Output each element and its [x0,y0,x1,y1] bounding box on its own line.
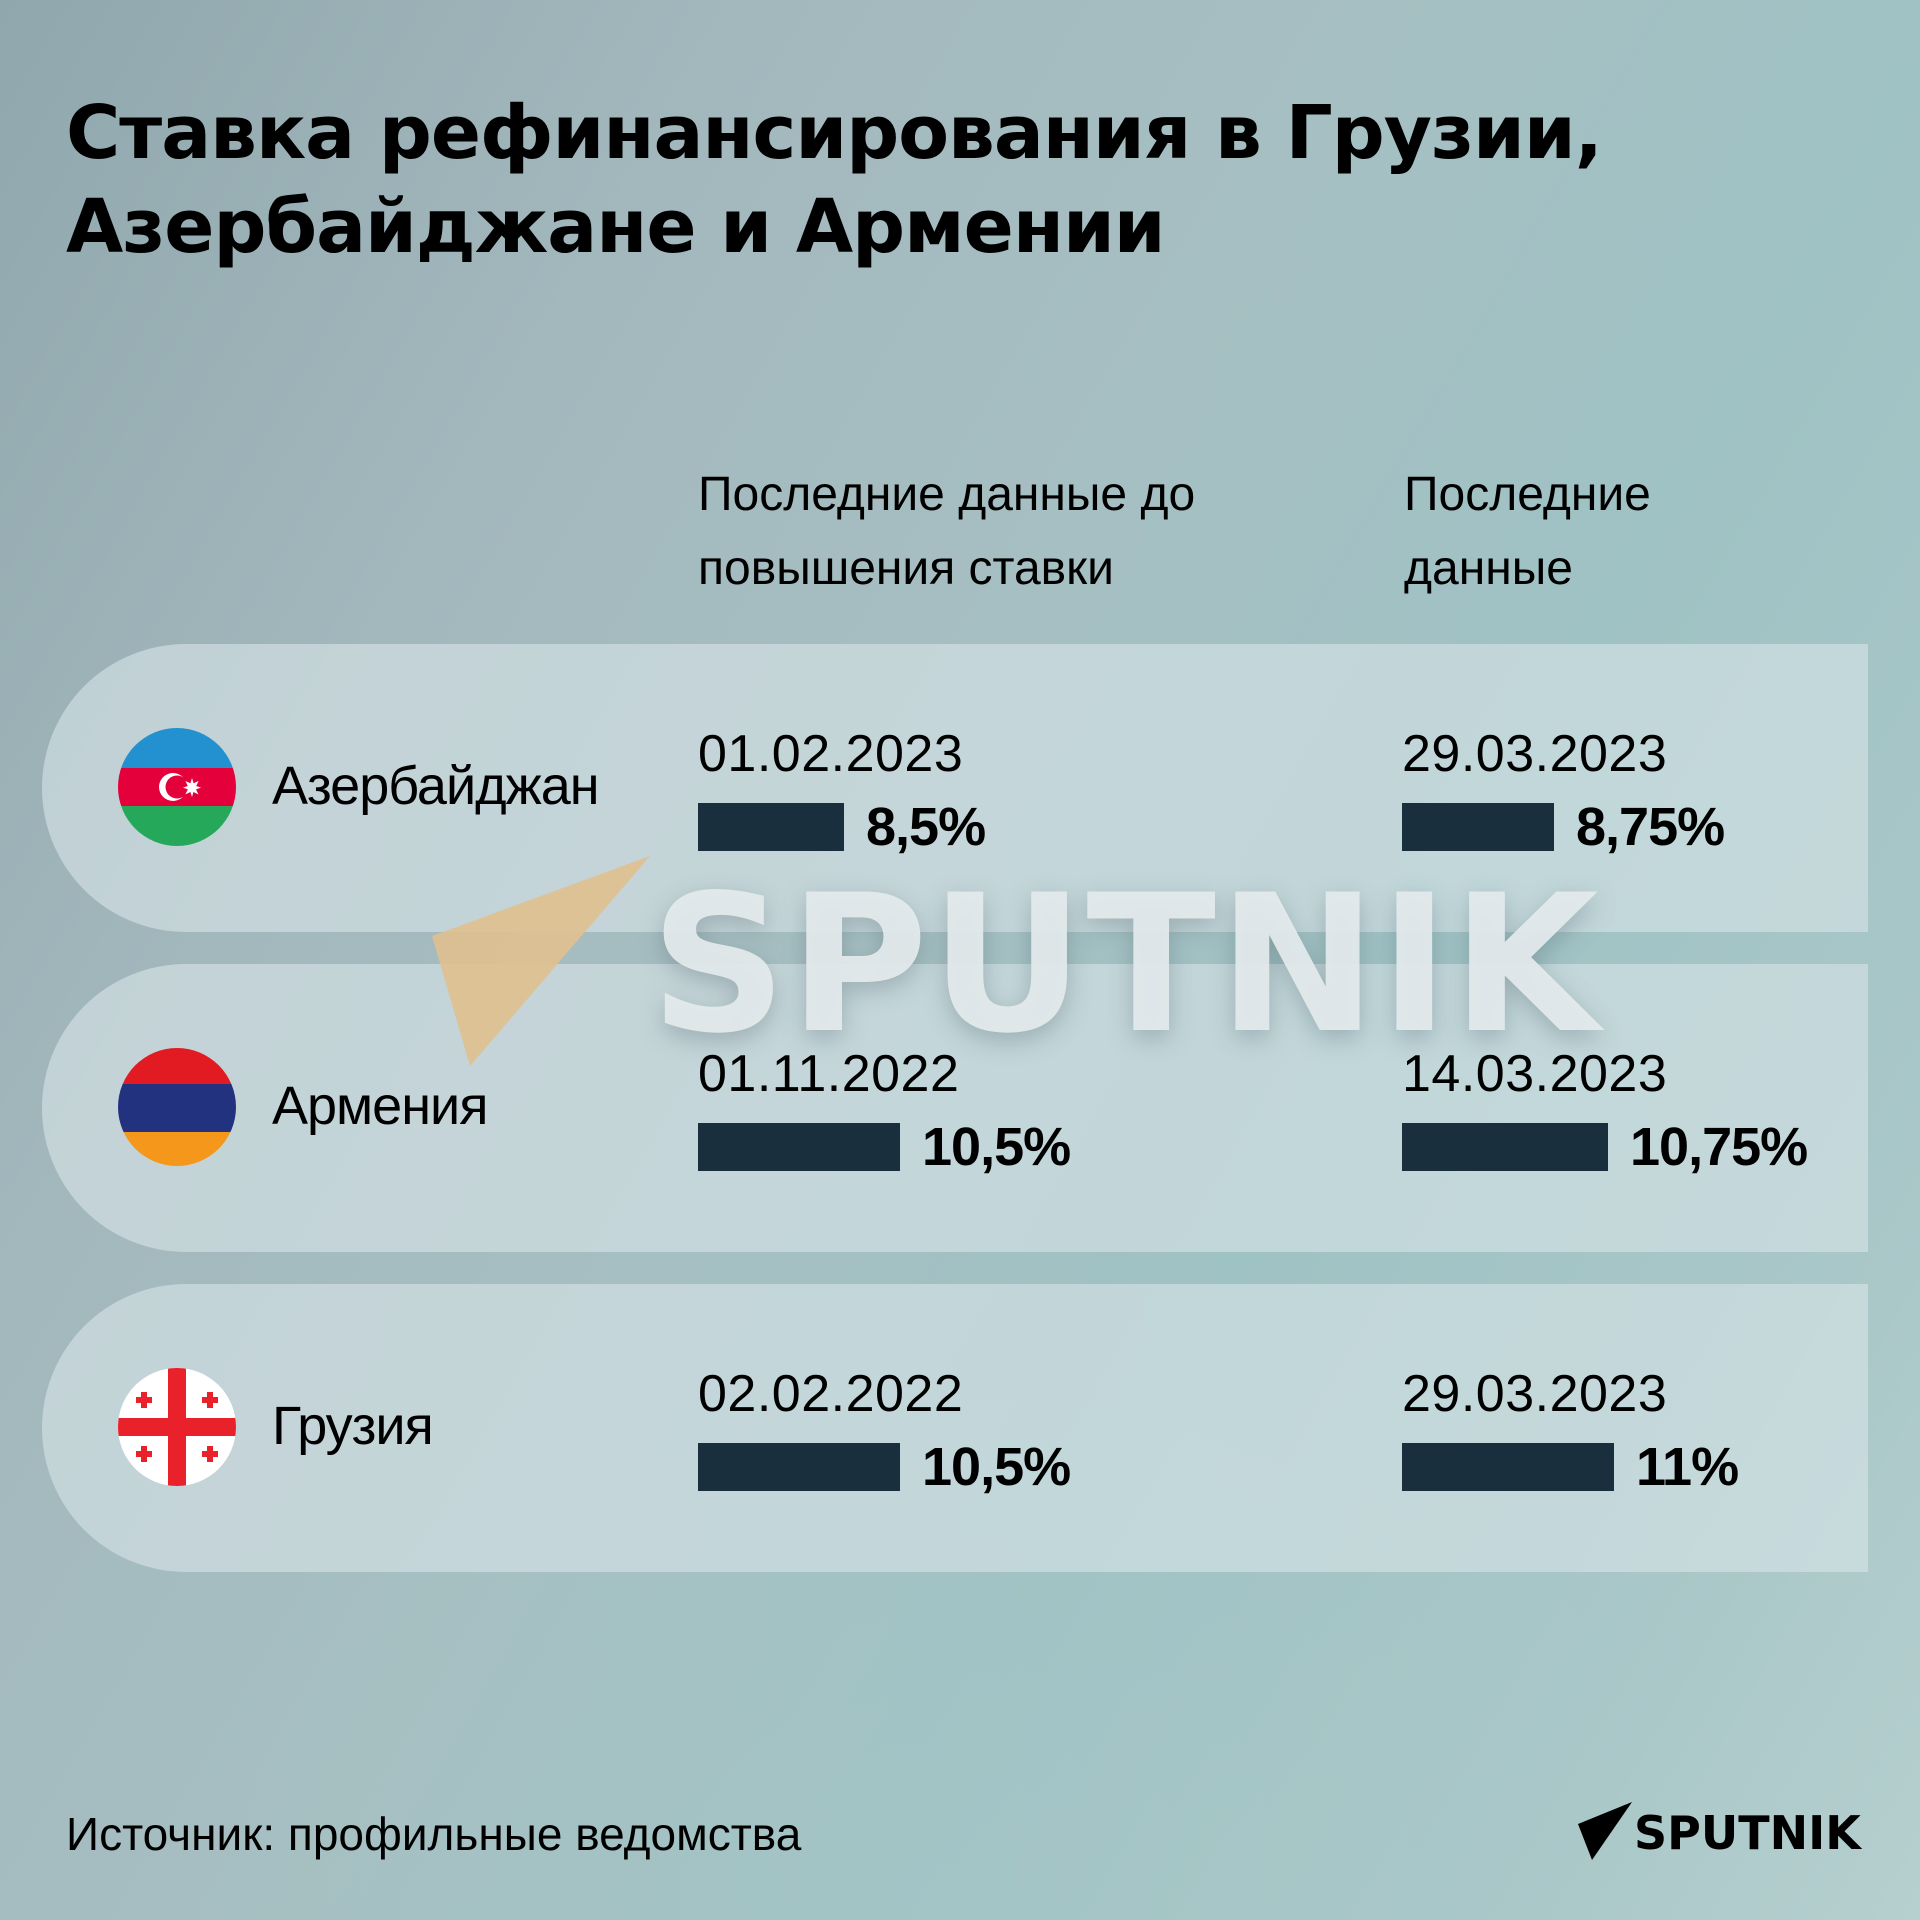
latest-bar [1402,1443,1614,1491]
latest-value: 8,75% [1576,797,1725,857]
before-bar [698,803,844,851]
sputnik-logo-text: SPUTNIK [1634,1806,1861,1860]
table-row-georgia: Грузия 02.02.2022 10,5% 29.03.2023 11% [42,1284,1868,1572]
column-header-before-line-1: Последние данные до [698,468,1196,521]
column-header-before: Последние данные до повышения ставки [698,458,1195,606]
before-value: 10,5% [922,1117,1071,1177]
country-name: Азербайджан [272,756,600,816]
latest-bar [1402,1123,1608,1171]
before-cell: 02.02.2022 10,5% [698,1364,1071,1497]
title-line-2: Азербайджане и Армении [66,184,1166,270]
latest-date: 14.03.2023 [1402,1045,1668,1103]
before-cell: 01.02.2023 8,5% [698,724,986,857]
latest-date: 29.03.2023 [1402,725,1668,783]
latest-date: 29.03.2023 [1402,1365,1668,1423]
latest-value: 11% [1636,1437,1739,1497]
before-value: 8,5% [866,797,986,857]
before-cell: 01.11.2022 10,5% [698,1044,1071,1177]
georgia-flag-icon [118,1368,236,1486]
before-bar [698,1443,900,1491]
country-name: Армения [272,1076,488,1136]
column-header-latest: Последние данные [1404,458,1651,606]
azerbaijan-flag-icon [118,728,236,846]
title-line-1: Ставка рефинансирования в Грузии, [66,90,1603,176]
before-value: 10,5% [922,1437,1071,1497]
armenia-flag-icon [118,1048,236,1166]
latest-cell: 29.03.2023 11% [1402,1364,1739,1497]
table-row-armenia: Армения 01.11.2022 10,5% 14.03.2023 10,7… [42,964,1868,1252]
latest-cell: 29.03.2023 8,75% [1402,724,1725,857]
infographic-title: Ставка рефинансирования в Грузии, Азерба… [66,86,1766,274]
latest-bar [1402,803,1554,851]
latest-cell: 14.03.2023 10,75% [1402,1044,1808,1177]
before-date: 02.02.2022 [698,1365,964,1423]
column-header-latest-line-1: Последние [1404,468,1651,521]
before-bar [698,1123,900,1171]
column-header-latest-line-2: данные [1404,542,1573,595]
sputnik-logo-icon [1578,1802,1632,1860]
source-note: Источник: профильные ведомства [66,1808,802,1860]
sputnik-logo: SPUTNIK [1578,1800,1861,1870]
column-header-before-line-2: повышения ставки [698,542,1114,595]
table-row-azerbaijan: Азербайджан 01.02.2023 8,5% 29.03.2023 8… [42,644,1868,932]
country-name: Грузия [272,1396,434,1456]
before-date: 01.11.2022 [698,1045,960,1103]
before-date: 01.02.2023 [698,725,964,783]
latest-value: 10,75% [1630,1117,1808,1177]
